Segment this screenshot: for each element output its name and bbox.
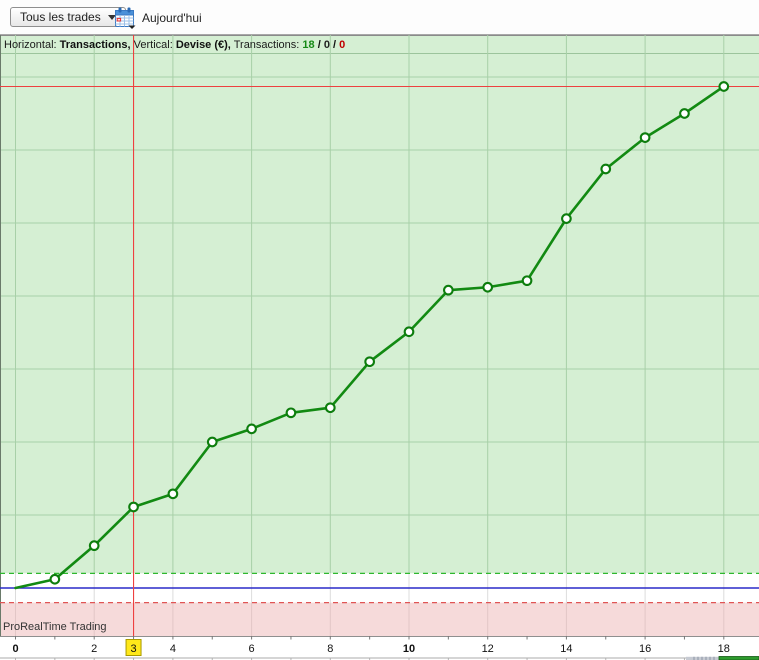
data-point[interactable]: [285, 407, 297, 419]
data-point[interactable]: [167, 488, 179, 500]
equity-chart[interactable]: 0 2 3 4 6 8 10 12 14 16 18: [0, 35, 759, 660]
watermark: ProRealTime Trading: [3, 621, 107, 633]
data-point[interactable]: [88, 540, 100, 552]
transactions-count-label: Transactions:: [233, 39, 300, 51]
data-point[interactable]: [639, 132, 651, 143]
x-tick-label: 2: [91, 643, 97, 655]
x-tick-label: 6: [249, 643, 255, 655]
separator: /: [333, 39, 337, 51]
data-point[interactable]: [324, 402, 336, 414]
data-point[interactable]: [679, 108, 690, 119]
data-point[interactable]: [403, 326, 415, 338]
data-point[interactable]: [718, 81, 730, 92]
data-point[interactable]: [521, 275, 533, 287]
data-point[interactable]: [600, 163, 612, 175]
x-tick-label: 18: [718, 643, 730, 655]
calendar-icon[interactable]: [113, 6, 137, 30]
x-tick-label: 4: [170, 643, 176, 655]
chart-info-bar: Horizontal: Transactions, Vertical: Devi…: [4, 39, 345, 51]
x-tick-label: 8: [327, 643, 333, 655]
data-point[interactable]: [364, 356, 376, 368]
trades-filter-dropdown[interactable]: Tous les trades: [10, 7, 126, 27]
x-tick-label: 16: [639, 643, 651, 655]
positive-zone-background: [0, 53, 759, 574]
horizontal-axis-label: Horizontal:: [4, 39, 57, 51]
trades-filter-label: Tous les trades: [20, 10, 101, 24]
x-tick-highlight: [125, 639, 142, 656]
data-point[interactable]: [561, 213, 572, 224]
transactions-breakeven: 0: [323, 39, 330, 51]
transactions-wins: 18: [302, 39, 315, 51]
chevron-down-icon: [107, 14, 116, 20]
vertical-axis-label: Vertical:: [133, 39, 173, 51]
data-point[interactable]: [49, 573, 61, 585]
horizontal-axis-value: Transactions,: [59, 39, 131, 51]
data-point[interactable]: [482, 281, 494, 293]
x-tick-label: 10: [403, 643, 415, 655]
x-tick-label: 14: [560, 643, 572, 655]
x-tick-label: 3: [130, 643, 136, 655]
info-strip-background: [0, 35, 759, 54]
separator: /: [317, 39, 321, 51]
scrollbar-live-button[interactable]: [718, 656, 759, 660]
vertical-axis-value: Devise (€),: [175, 39, 231, 51]
data-point[interactable]: [246, 423, 257, 435]
data-point[interactable]: [443, 284, 454, 296]
x-tick-label: 0: [12, 643, 18, 655]
transactions-losses: 0: [339, 39, 346, 51]
data-point[interactable]: [128, 501, 139, 513]
today-label: Aujourd'hui: [142, 11, 202, 25]
toolbar: Tous les trades Aujourd'hui: [0, 0, 759, 35]
negative-zone-background: [0, 602, 759, 636]
data-point[interactable]: [206, 436, 218, 448]
x-tick-label: 12: [482, 643, 494, 655]
